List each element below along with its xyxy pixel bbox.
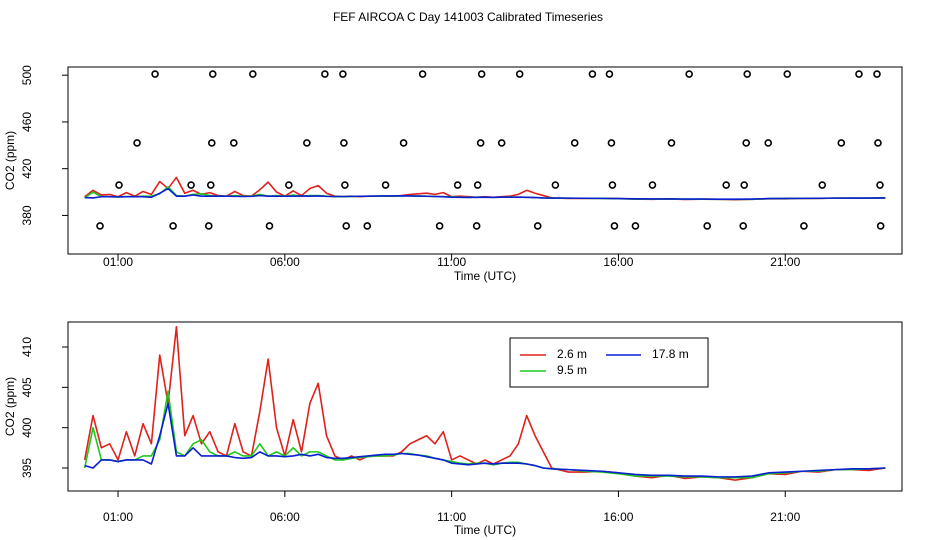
data-point xyxy=(340,139,348,147)
data-point xyxy=(208,70,217,78)
data-point xyxy=(206,181,215,189)
data-point xyxy=(133,139,141,147)
data-point xyxy=(764,139,773,147)
data-point xyxy=(265,222,274,230)
y-tick-label: 410 xyxy=(20,337,34,357)
data-point xyxy=(473,181,482,189)
plot-frame xyxy=(67,66,903,255)
y-tick-label: 405 xyxy=(20,377,34,397)
x-tick-label: 06:00 xyxy=(270,255,300,269)
plot-area xyxy=(84,176,886,201)
data-point xyxy=(783,70,792,78)
y-tick-label: 460 xyxy=(20,112,34,132)
data-point xyxy=(515,70,524,78)
y-tick-label: 420 xyxy=(20,158,34,178)
series-line xyxy=(83,326,886,481)
data-point xyxy=(648,181,657,189)
data-point xyxy=(418,70,427,78)
data-point xyxy=(381,181,390,189)
data-point xyxy=(551,181,560,189)
plot-area xyxy=(83,326,886,481)
x-tick-label: 11:00 xyxy=(437,510,466,524)
data-point xyxy=(285,181,293,189)
chart-title: FEF AIRCOA C Day 141003 Calibrated Times… xyxy=(333,10,603,24)
data-point xyxy=(818,181,827,189)
data-point xyxy=(607,139,616,147)
data-point xyxy=(187,181,195,189)
data-point xyxy=(339,70,347,78)
x-tick-label: 21:00 xyxy=(770,255,800,269)
data-point xyxy=(722,181,730,189)
data-point xyxy=(876,222,885,230)
y-tick-label: 500 xyxy=(20,65,34,85)
series-line xyxy=(84,402,886,478)
x-tick-label: 01:00 xyxy=(103,255,133,269)
data-point xyxy=(472,222,481,230)
data-point xyxy=(303,139,311,147)
x-tick-label: 21:00 xyxy=(770,510,800,524)
data-point xyxy=(837,139,846,147)
legend-label: 17.8 m xyxy=(652,347,689,361)
data-point xyxy=(476,139,485,147)
data-point xyxy=(321,70,329,78)
data-point xyxy=(533,222,542,230)
data-point xyxy=(151,70,159,78)
legend-label: 9.5 m xyxy=(557,363,587,377)
data-point xyxy=(570,139,579,147)
data-point xyxy=(497,139,506,147)
data-point xyxy=(685,70,693,78)
data-point xyxy=(453,181,462,189)
y-tick-label: 395 xyxy=(20,458,34,478)
x-tick-label: 11:00 xyxy=(437,255,466,269)
x-axis-label: Time (UTC) xyxy=(454,269,516,283)
series-line xyxy=(83,390,886,479)
data-point xyxy=(399,139,408,147)
y-axis-label: CO2 (ppm) xyxy=(3,377,17,436)
data-point xyxy=(605,70,614,78)
data-point xyxy=(631,222,640,230)
data-point xyxy=(739,222,748,230)
data-point xyxy=(610,222,619,230)
data-point xyxy=(743,70,752,78)
x-tick-label: 01:00 xyxy=(103,510,133,524)
x-tick-label: 16:00 xyxy=(603,255,633,269)
data-point xyxy=(855,70,863,78)
x-tick-label: 06:00 xyxy=(270,510,300,524)
y-tick-label: 400 xyxy=(20,417,34,437)
data-point xyxy=(800,222,808,230)
data-point xyxy=(608,181,617,189)
data-point xyxy=(115,181,123,189)
data-point xyxy=(229,139,238,147)
data-point xyxy=(341,181,349,189)
y-axis-label: CO2 (ppm) xyxy=(3,131,17,190)
data-point xyxy=(435,222,444,230)
y-tick-label: 380 xyxy=(20,205,34,225)
data-point xyxy=(204,222,213,230)
data-point xyxy=(742,139,751,147)
series-line xyxy=(84,187,886,200)
data-point xyxy=(169,222,177,230)
data-point xyxy=(703,222,711,230)
x-tick-label: 16:00 xyxy=(603,510,633,524)
data-point xyxy=(667,139,676,147)
data-point xyxy=(874,139,882,147)
data-point xyxy=(477,70,486,78)
data-point xyxy=(873,70,881,78)
legend-box xyxy=(509,337,709,388)
x-axis-label: Time (UTC) xyxy=(454,523,516,537)
data-point xyxy=(588,70,597,78)
plot-frame xyxy=(67,321,903,492)
data-point xyxy=(363,222,372,230)
data-point xyxy=(342,222,351,230)
data-point xyxy=(96,222,104,230)
data-point xyxy=(740,181,749,189)
data-point xyxy=(876,181,884,189)
data-point xyxy=(207,139,216,147)
legend-label: 2.6 m xyxy=(557,347,587,361)
data-point xyxy=(249,70,257,78)
